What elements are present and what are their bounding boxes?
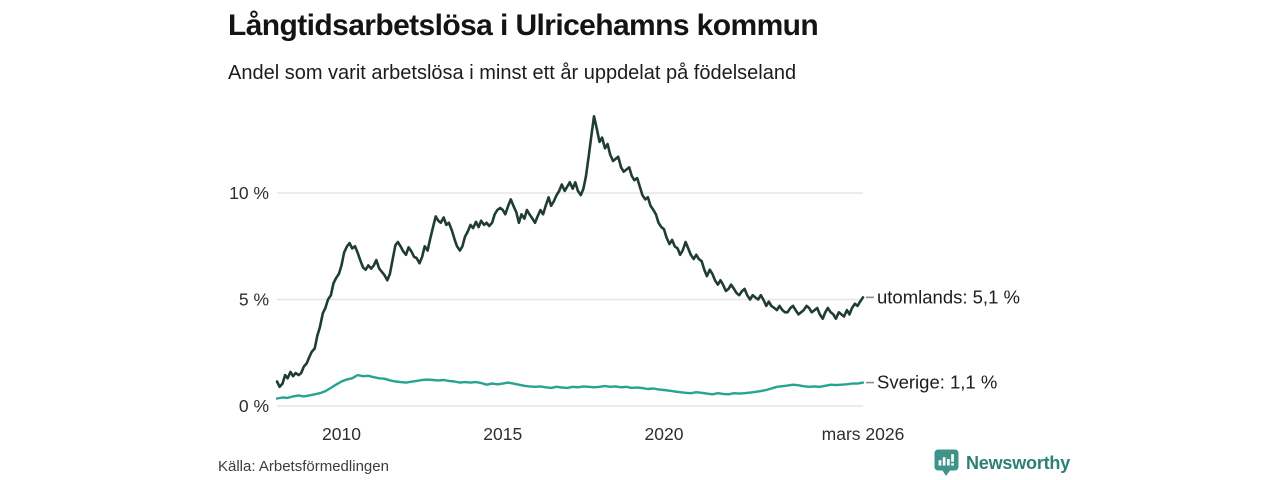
x-axis-label: 2015: [483, 424, 522, 444]
newsworthy-logo-icon: [934, 449, 959, 476]
page-title: Långtidsarbetslösa i Ulricehamns kommun: [228, 9, 819, 42]
y-axis-label: 0 %: [239, 396, 269, 416]
logo-bar-small: [938, 460, 942, 466]
logo-bar-medium: [947, 459, 950, 466]
source-note: Källa: Arbetsförmedlingen: [218, 458, 389, 475]
newsworthy-logo[interactable]: Newsworthy: [934, 449, 1070, 477]
utomlands-end-label: utomlands: 5,1 %: [877, 286, 1020, 307]
newsworthy-logo-text: Newsworthy: [966, 452, 1071, 473]
logo-exclamation-bar: [951, 454, 954, 462]
x-axis-label: mars 2026: [822, 424, 905, 444]
logo-bar-tall: [942, 457, 946, 466]
logo-exclamation-dot: [951, 463, 954, 466]
x-axis-label: 2020: [645, 424, 684, 444]
y-axis-label: 10 %: [229, 183, 269, 203]
x-axis-label: 2010: [322, 424, 361, 444]
sverige-end-label: Sverige: 1,1 %: [877, 372, 997, 393]
y-axis-label: 5 %: [239, 290, 269, 310]
utomlands-line: [275, 115, 865, 389]
sverige-line: [275, 373, 865, 400]
chart-subtitle: Andel som varit arbetslösa i minst ett å…: [228, 62, 797, 84]
